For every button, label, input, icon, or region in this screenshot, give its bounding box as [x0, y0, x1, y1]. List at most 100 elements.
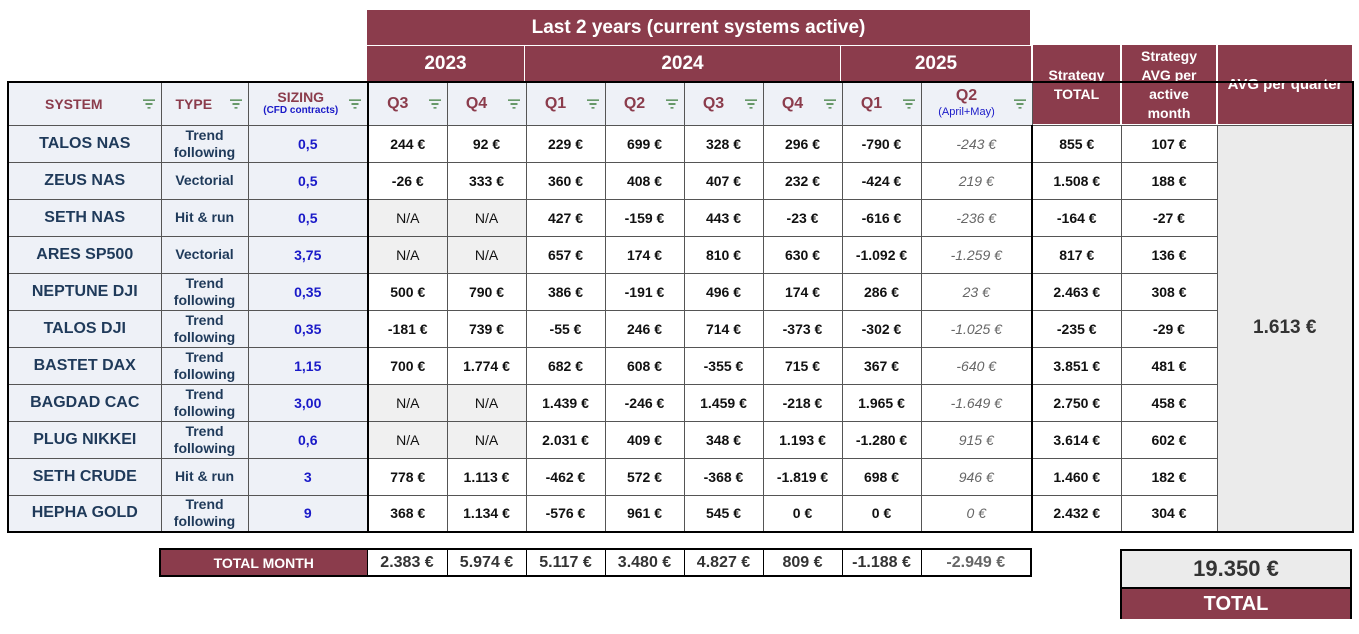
column-header-quarter[interactable]: Q3	[367, 81, 448, 126]
filter-icon[interactable]	[428, 99, 441, 109]
quarter-value-cell: 246 €	[604, 309, 685, 348]
column-header-quarter[interactable]: Q4	[446, 81, 527, 126]
quarter-value-cell: 286 €	[841, 272, 922, 311]
table-row: NEPTUNE DJI Trend following 0,35 500 €790 €…	[7, 272, 1353, 311]
quarter-value-cell: -159 €	[604, 198, 685, 237]
quarter-value-cell: 229 €	[525, 124, 606, 163]
filter-icon[interactable]	[902, 99, 915, 109]
quarter-value-cell: 572 €	[604, 457, 685, 496]
quarter-value-cell: N/A	[367, 198, 448, 237]
total-month-cell: 5.117 €	[525, 548, 606, 577]
filter-icon[interactable]	[229, 99, 242, 109]
column-header-quarter[interactable]: Q1	[841, 81, 922, 126]
quarter-value-cell: 682 €	[525, 346, 606, 385]
quarter-value-cell: 92 €	[446, 124, 527, 163]
strategy-avg-cell: 304 €	[1120, 494, 1218, 533]
quarter-value-cell: 1.459 €	[683, 383, 764, 422]
system-name-cell: SETH NAS	[7, 198, 162, 237]
quarter-value-cell: 715 €	[762, 346, 843, 385]
strategy-avg-cell: 136 €	[1120, 235, 1218, 274]
quarter-value-cell: 408 €	[604, 161, 685, 200]
quarter-value-cell: 328 €	[683, 124, 764, 163]
column-header-type[interactable]: TYPE	[160, 81, 249, 126]
column-header-label: SIZING	[277, 88, 325, 105]
table-title-text: Last 2 years (current systems active)	[531, 16, 866, 38]
column-header-label: SYSTEM	[45, 95, 103, 112]
table-row: PLUG NIKKEI Trend following 0,6 N/A N/A 2.031…	[7, 420, 1353, 459]
filter-icon[interactable]	[142, 99, 155, 109]
filter-icon[interactable]	[507, 99, 520, 109]
quarter-value-cell: 174 €	[604, 235, 685, 274]
quarter-value-cell: -1.280 €	[841, 420, 922, 459]
quarter-value-cell: 0 €	[841, 494, 922, 533]
table-row: TALOS DJI Trend following 0,35 -181 €739 € -…	[7, 309, 1353, 348]
column-header-quarter[interactable]: Q2	[604, 81, 685, 126]
column-header-quarter[interactable]: Q2 (April+May)	[920, 81, 1033, 126]
strategy-avg-cell: 481 €	[1120, 346, 1218, 385]
avg-quarter-header: AVG per quarter	[1216, 45, 1352, 124]
quarter-value-cell: 219 €	[920, 161, 1033, 200]
quarter-label: Q4	[465, 94, 488, 112]
quarter-value-cell: N/A	[446, 235, 527, 274]
sizing-cell: 0,5	[247, 161, 369, 200]
strategy-avg-cell: 188 €	[1120, 161, 1218, 200]
quarter-value-cell: 348 €	[683, 420, 764, 459]
quarter-value-cell: N/A	[446, 420, 527, 459]
quarter-value-cell: 244 €	[367, 124, 448, 163]
filter-icon[interactable]	[744, 99, 757, 109]
filter-icon[interactable]	[349, 99, 361, 109]
quarter-label: Q2	[955, 86, 978, 104]
year-label: 2025	[914, 52, 958, 74]
system-name-cell: BAGDAD CAC	[7, 383, 162, 422]
quarter-value-cell: 545 €	[683, 494, 764, 533]
strategy-avg-cell: 182 €	[1120, 457, 1218, 496]
system-type-cell: Vectorial	[160, 235, 249, 274]
quarter-value-cell: N/A	[367, 383, 448, 422]
filter-icon[interactable]	[586, 99, 599, 109]
quarter-value-cell: -640 €	[920, 346, 1033, 385]
year-label: 2023	[424, 52, 467, 74]
quarter-value-cell: -26 €	[367, 161, 448, 200]
quarter-value-cell: -790 €	[841, 124, 922, 163]
quarter-value-cell: 367 €	[841, 346, 922, 385]
quarter-value-cell: -1.649 €	[920, 383, 1033, 422]
quarter-label: Q1	[544, 94, 567, 112]
quarter-value-cell: -23 €	[762, 198, 843, 237]
column-header-sizing[interactable]: SIZING (CFD contracts)	[247, 81, 369, 126]
sizing-cell: 3,75	[247, 235, 369, 274]
column-header-quarter[interactable]: Q1	[525, 81, 606, 126]
column-header-quarter[interactable]: Q3	[683, 81, 764, 126]
quarter-value-cell: -1.819 €	[762, 457, 843, 496]
filter-icon[interactable]	[823, 99, 836, 109]
quarter-value-cell: N/A	[446, 383, 527, 422]
table-row: SETH NAS Hit & run 0,5 N/A N/A 427 € -159 €443…	[7, 198, 1353, 237]
total-month-cell: 3.480 €	[604, 548, 685, 577]
strategy-avg-cell: 107 €	[1120, 124, 1218, 163]
quarter-value-cell: N/A	[367, 235, 448, 274]
year-header-2025: 2025	[841, 45, 1031, 81]
quarter-value-cell: 630 €	[762, 235, 843, 274]
quarter-value-cell: -1.259 €	[920, 235, 1033, 274]
quarter-value-cell: 946 €	[920, 457, 1033, 496]
filter-icon[interactable]	[1013, 99, 1026, 109]
quarter-value-cell: -1.025 €	[920, 309, 1033, 348]
strategy-total-cell: -164 €	[1031, 198, 1122, 237]
filter-icon[interactable]	[665, 99, 678, 109]
column-header-system[interactable]: SYSTEM	[7, 81, 162, 126]
quarter-value-cell: 174 €	[762, 272, 843, 311]
system-type-cell: Vectorial	[160, 161, 249, 200]
system-name-cell: PLUG NIKKEI	[7, 420, 162, 459]
quarter-value-cell: -243 €	[920, 124, 1033, 163]
table-row: TALOS NAS Trend following 0,5 244 €92 €229 …	[7, 124, 1354, 533]
year-label: 2024	[661, 52, 704, 74]
quarter-value-cell: 790 €	[446, 272, 527, 311]
quarter-value-cell: 961 €	[604, 494, 685, 533]
sizing-cell: 0,35	[247, 309, 369, 348]
system-type-cell: Hit & run	[160, 457, 249, 496]
total-month-label-text: TOTAL MONTH	[213, 554, 314, 571]
quarter-sublabel: (April+May)	[938, 105, 995, 118]
quarter-label: Q2	[623, 94, 646, 112]
quarter-value-cell: 608 €	[604, 346, 685, 385]
column-header-quarter[interactable]: Q4	[762, 81, 843, 126]
quarter-label: Q1	[860, 94, 883, 112]
